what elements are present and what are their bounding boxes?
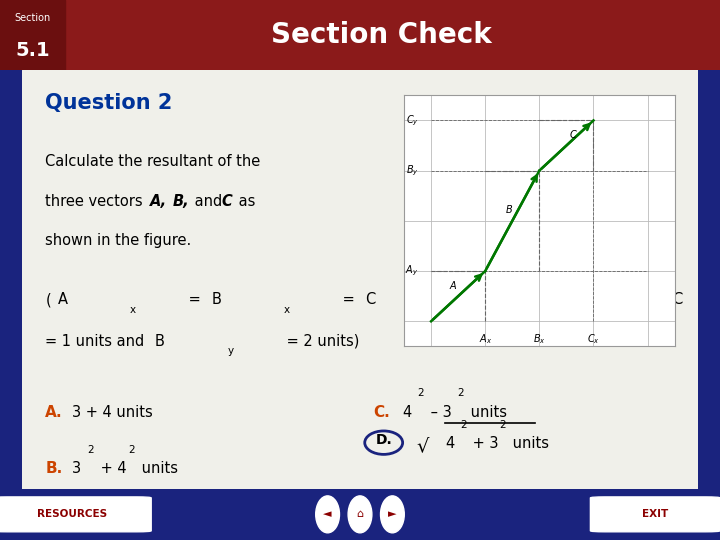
Text: 2: 2 [87, 445, 94, 455]
Text: =: = [338, 292, 359, 307]
Text: C: C [672, 292, 683, 307]
Text: A: A [58, 292, 68, 307]
Text: ►: ► [388, 509, 397, 519]
Text: (: ( [45, 292, 51, 307]
Text: √: √ [416, 436, 428, 455]
Text: B,: B, [173, 194, 189, 208]
Text: 5.1: 5.1 [15, 41, 50, 60]
Text: ⌂: ⌂ [356, 509, 364, 519]
Text: A: A [450, 281, 456, 291]
Text: 2: 2 [128, 445, 135, 455]
Text: B: B [505, 205, 513, 215]
Bar [0, 0, 65, 70]
Text: 3: 3 [72, 462, 81, 476]
Text: =: = [184, 292, 205, 307]
Text: =: = [645, 292, 667, 307]
Text: 2: 2 [457, 388, 464, 399]
Text: Question 2: Question 2 [45, 93, 173, 113]
Text: = 2 units): = 2 units) [282, 334, 359, 349]
Text: x: x [437, 305, 444, 315]
Text: $A_x$: $A_x$ [479, 332, 492, 346]
Ellipse shape [381, 496, 405, 533]
Text: Section: Section [14, 12, 50, 23]
Text: three vectors: three vectors [45, 194, 148, 208]
Text: shown in the figure.: shown in the figure. [45, 233, 192, 248]
Text: 3 + 4 units: 3 + 4 units [72, 405, 153, 420]
Text: Calculate the resultant of the: Calculate the resultant of the [45, 154, 261, 169]
Text: x: x [130, 305, 136, 315]
Text: A,: A, [150, 194, 167, 208]
Text: C: C [365, 292, 375, 307]
Text: ◄: ◄ [323, 509, 332, 519]
Text: units: units [508, 436, 549, 451]
Text: – 3: – 3 [426, 405, 451, 420]
Text: y: y [228, 347, 233, 356]
Ellipse shape [316, 496, 340, 533]
Text: 4: 4 [445, 436, 454, 451]
Text: as: as [234, 194, 256, 208]
Text: C: C [222, 194, 233, 208]
Text: $B_y$: $B_y$ [406, 164, 418, 178]
Text: y: y [591, 305, 597, 315]
FancyBboxPatch shape [590, 497, 720, 532]
FancyBboxPatch shape [0, 497, 151, 532]
Text: B: B [211, 292, 221, 307]
Ellipse shape [348, 496, 372, 533]
Text: and: and [190, 194, 227, 208]
Text: B: B [155, 334, 165, 349]
Text: C.: C. [374, 405, 390, 420]
Text: units: units [137, 462, 178, 476]
Text: 2: 2 [417, 388, 423, 399]
Text: A: A [518, 292, 528, 307]
Text: = 1 units and: = 1 units and [45, 334, 149, 349]
Text: Section Check: Section Check [271, 21, 492, 49]
Text: x: x [284, 305, 289, 315]
Text: $B_x$: $B_x$ [533, 332, 546, 346]
Text: + 4: + 4 [96, 462, 127, 476]
Text: + 3: + 3 [468, 436, 499, 451]
Text: units: units [467, 405, 508, 420]
Text: D.: D. [375, 433, 392, 447]
Text: $A_y$: $A_y$ [405, 264, 419, 278]
Text: EXIT: EXIT [642, 509, 668, 519]
Text: =: = [492, 292, 513, 307]
Text: C: C [569, 130, 576, 140]
Text: 2: 2 [500, 421, 506, 430]
Text: $C_x$: $C_x$ [587, 332, 600, 346]
Text: B.: B. [45, 462, 63, 476]
Text: 2: 2 [460, 421, 467, 430]
Text: 4: 4 [402, 405, 411, 420]
Text: RESOURCES: RESOURCES [37, 509, 107, 519]
Text: A.: A. [45, 405, 63, 420]
Text: $C_y$: $C_y$ [405, 113, 418, 127]
